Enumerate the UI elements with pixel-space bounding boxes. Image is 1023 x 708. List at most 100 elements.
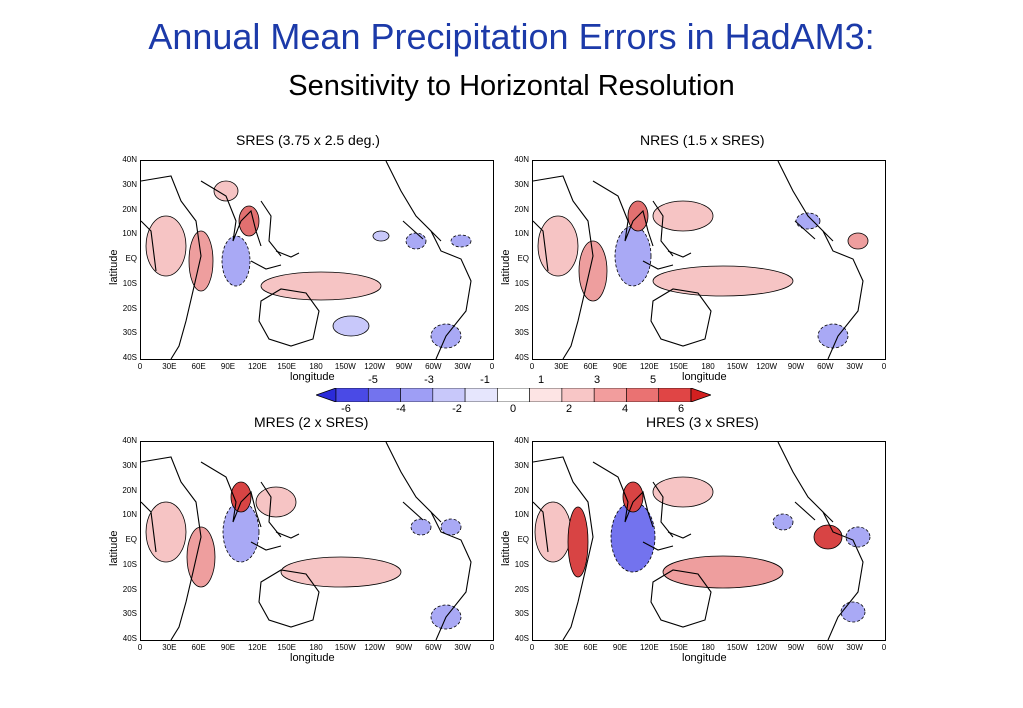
colorbar-tick-label: -5	[368, 374, 378, 386]
colorbar-segment	[335, 387, 369, 403]
precip-anomaly-region	[652, 476, 714, 508]
lon-tick-label: 30W	[846, 643, 863, 652]
lat-tick-label: 10N	[122, 229, 137, 239]
map-mres	[140, 441, 494, 641]
precip-anomaly-region	[772, 513, 794, 531]
coastline	[275, 531, 300, 539]
lon-tick-label: 0	[881, 643, 887, 652]
lon-tick-label: 0	[489, 362, 495, 371]
precip-anomaly-region	[440, 518, 462, 536]
coastline	[141, 175, 202, 359]
lon-tick-label: 180	[701, 362, 715, 371]
lat-tick-label: 30N	[122, 460, 137, 470]
lon-tick-label: 90E	[612, 643, 628, 652]
colorbar-tick-label: 4	[621, 403, 629, 415]
map-nres	[532, 160, 886, 360]
coastline	[777, 442, 864, 640]
x-axis-label: longitude	[290, 652, 335, 664]
lat-tick-label: 10N	[514, 229, 529, 239]
colorbar-segment	[400, 387, 434, 403]
colorbar-segment	[497, 387, 530, 403]
precip-anomaly-region	[845, 526, 871, 548]
lon-tick-label: 90W	[395, 643, 413, 652]
coastline	[592, 180, 654, 247]
precip-anomaly-region	[450, 234, 472, 248]
precip-anomaly-region	[652, 265, 794, 297]
coastline	[642, 260, 674, 270]
lon-tick-label: 90W	[787, 362, 805, 371]
colorbar-tick-label: -1	[480, 374, 490, 386]
precip-anomaly-region	[534, 501, 572, 563]
lon-tick-label: 180	[309, 643, 323, 652]
lon-tick-label: 150W	[726, 643, 748, 652]
precip-anomaly-region	[537, 215, 579, 277]
lon-tick-label: 60W	[425, 362, 442, 371]
coastline	[430, 230, 442, 242]
coastline	[258, 569, 320, 628]
lat-tick-label: 30N	[122, 179, 137, 189]
precip-anomaly-region	[567, 506, 589, 578]
colorbar-tick-label: 6	[677, 403, 685, 415]
lon-tick-label: 120E	[247, 643, 267, 652]
coastline	[260, 200, 282, 257]
lat-tick-label: 40S	[122, 634, 137, 643]
lat-tick-label: 30S	[514, 328, 529, 338]
colorbar-segment	[658, 387, 692, 403]
lat-tick-label: EQ	[517, 535, 529, 544]
lon-tick-label: 150E	[277, 362, 296, 371]
lat-tick-label: 40S	[514, 634, 529, 643]
lon-tick-label: 60E	[191, 362, 206, 371]
panel-title-sres: SRES (3.75 x 2.5 deg.)	[236, 132, 380, 148]
colorbar-segment	[529, 387, 563, 403]
lon-tick-label: 30W	[454, 362, 471, 371]
map-plot-hres	[533, 442, 871, 640]
colorbar-tick-label: 1	[537, 374, 545, 386]
lat-tick-label: 10N	[122, 510, 137, 520]
y-axis-label: latitude	[500, 530, 512, 566]
lon-tick-label: 30E	[162, 362, 177, 371]
lon-tick-label: 30E	[554, 362, 569, 371]
precip-anomaly-region	[614, 225, 652, 287]
lon-tick-label: 90E	[220, 362, 236, 371]
coastline	[822, 230, 834, 242]
lon-tick-label: 90E	[612, 362, 628, 371]
coastline	[200, 180, 262, 247]
lat-tick-label: 20S	[122, 584, 137, 594]
coastline	[402, 501, 424, 521]
lon-tick-label: 60W	[817, 362, 834, 371]
lon-tick-label: 150E	[669, 362, 688, 371]
lat-tick-label: 40N	[514, 436, 529, 445]
lat-tick-label: 20N	[514, 204, 529, 214]
x-axis-label: longitude	[682, 652, 727, 664]
coastline	[592, 461, 654, 528]
x-axis-label: longitude	[290, 371, 335, 383]
coastline	[667, 531, 692, 539]
lat-tick-label: 30N	[514, 460, 529, 470]
lat-tick-label: 10N	[514, 510, 529, 520]
coastline	[650, 569, 712, 628]
lat-tick-label: 20N	[122, 485, 137, 495]
colorbar-tick-label: 0	[509, 403, 517, 415]
lon-tick-label: 90E	[220, 643, 236, 652]
coastline	[822, 511, 834, 523]
precip-anomaly-region	[332, 315, 370, 337]
lat-tick-label: 20S	[514, 303, 529, 313]
lat-tick-label: 30S	[122, 328, 137, 338]
lat-tick-label: 40S	[122, 353, 137, 362]
precip-anomaly-region	[817, 323, 849, 349]
coastline	[794, 501, 816, 521]
precip-anomaly-region	[410, 518, 432, 536]
map-plot-nres	[533, 161, 869, 359]
lon-tick-label: 0	[137, 643, 143, 652]
slide-subtitle: Sensitivity to Horizontal Resolution	[288, 70, 735, 102]
panel-title-nres: NRES (1.5 x SRES)	[640, 132, 765, 148]
precip-anomaly-region	[260, 271, 382, 301]
lon-tick-label: 0	[881, 362, 887, 371]
lat-tick-label: 30S	[514, 609, 529, 619]
lon-tick-label: 150W	[334, 643, 356, 652]
panel-title-hres: HRES (3 x SRES)	[646, 414, 759, 430]
y-axis-label: latitude	[108, 530, 120, 566]
lat-tick-label: 10S	[514, 559, 529, 569]
lat-tick-label: 30S	[122, 609, 137, 619]
lon-tick-label: 150E	[669, 643, 688, 652]
